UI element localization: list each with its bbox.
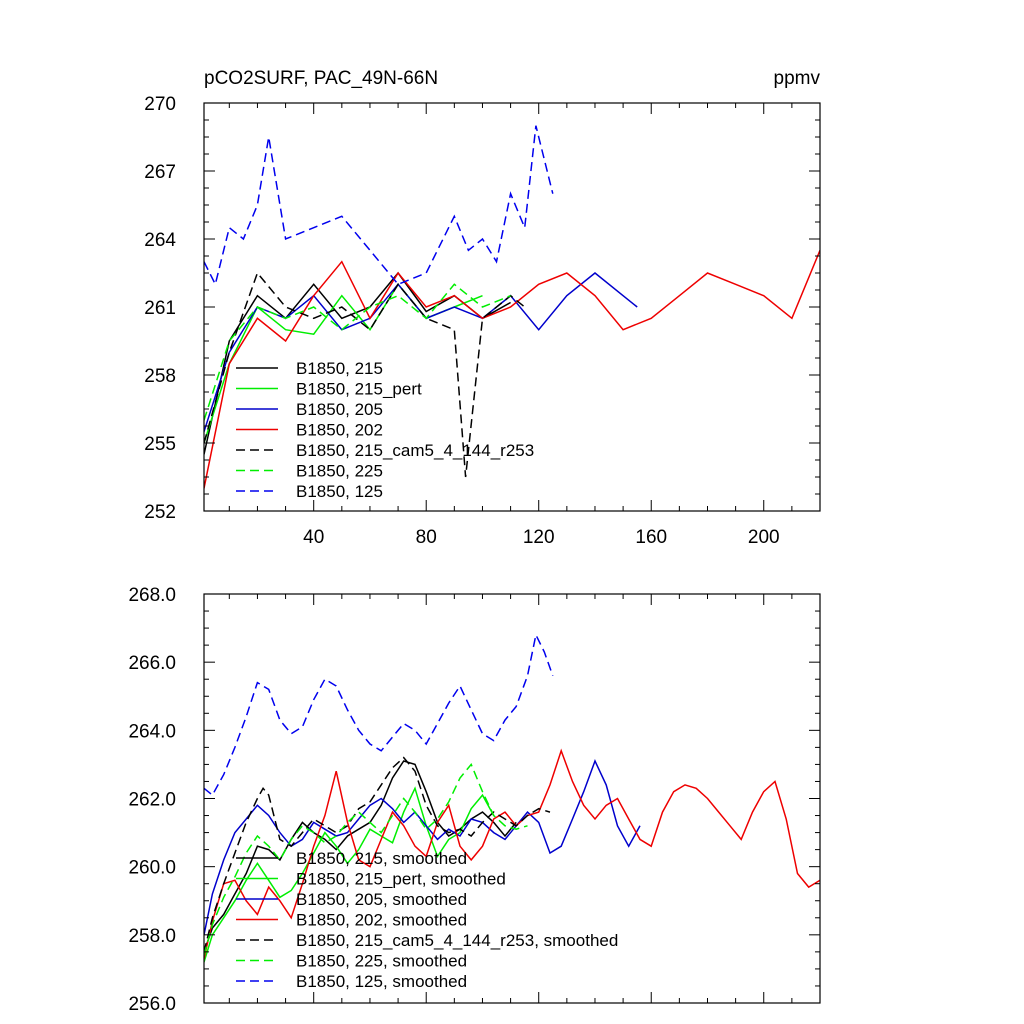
series-line-6 bbox=[204, 125, 554, 287]
legend-label: B1850, 125 bbox=[296, 482, 383, 501]
legend-label: B1850, 215_pert, smoothed bbox=[296, 870, 506, 889]
legend-label: B1850, 215 bbox=[296, 359, 383, 378]
legend-label: B1850, 202 bbox=[296, 421, 383, 440]
series-line-4 bbox=[204, 271, 526, 478]
series-line-1 bbox=[204, 786, 495, 963]
y-tick-label: 256.0 bbox=[128, 994, 176, 1015]
series-line-4 bbox=[204, 756, 551, 953]
legend-label: B1850, 202, smoothed bbox=[296, 911, 467, 930]
y-tick-label: 260.0 bbox=[128, 858, 176, 879]
y-tick-label: 258.0 bbox=[128, 926, 176, 947]
y-tick-label: 255 bbox=[144, 434, 176, 455]
legend-label: B1850, 215_pert bbox=[296, 380, 422, 399]
legend-label: B1850, 125, smoothed bbox=[296, 972, 467, 991]
series-line-3 bbox=[204, 250, 820, 489]
x-tick-label: 40 bbox=[303, 527, 324, 548]
series-line-6 bbox=[204, 632, 554, 797]
x-tick-label: 200 bbox=[748, 527, 780, 548]
y-tick-label: 258 bbox=[144, 366, 176, 387]
y-tick-label: 268.0 bbox=[128, 585, 176, 606]
panel-bottom: 256.0 258.0 260.0 262.0 264.0 266.0 268.0 B1850… bbox=[128, 585, 821, 1015]
series-line-5 bbox=[204, 762, 528, 956]
chart-units: ppmv bbox=[774, 68, 821, 89]
legend-label: B1850, 215, smoothed bbox=[296, 849, 467, 868]
chart-title: pCO2SURF, PAC_49N-66N bbox=[204, 68, 438, 89]
y-tick-label: 270 bbox=[144, 94, 176, 115]
series-line-5 bbox=[204, 283, 511, 421]
series-line-2 bbox=[204, 759, 641, 935]
y-tick-label: 264 bbox=[144, 230, 176, 251]
panel-top: pCO2SURF, PAC_49N-66N ppmv 252 255 258 261 2… bbox=[144, 68, 821, 548]
y-tick-label: 267 bbox=[144, 162, 176, 183]
legend-label: B1850, 205, smoothed bbox=[296, 890, 467, 909]
series-line-2 bbox=[204, 272, 638, 432]
y-tick-label: 264.0 bbox=[128, 721, 176, 742]
series-line-3 bbox=[204, 748, 820, 959]
legend-label: B1850, 215_cam5_4_144_r253, smoothed bbox=[296, 931, 618, 950]
series-group bbox=[204, 125, 820, 489]
legend-label: B1850, 215_cam5_4_144_r253 bbox=[296, 441, 534, 460]
legend-label: B1850, 205 bbox=[296, 400, 383, 419]
y-tick-label: 262.0 bbox=[128, 790, 176, 811]
series-group bbox=[204, 632, 820, 963]
x-tick-label: 120 bbox=[523, 527, 555, 548]
y-tick-label: 261 bbox=[144, 298, 176, 319]
legend-label: B1850, 225 bbox=[296, 462, 383, 481]
legend-label: B1850, 225, smoothed bbox=[296, 952, 467, 971]
x-tick-label: 160 bbox=[635, 527, 667, 548]
y-tick-label: 252 bbox=[144, 502, 176, 523]
x-tick-label: 80 bbox=[416, 527, 437, 548]
y-tick-label: 266.0 bbox=[128, 653, 176, 674]
